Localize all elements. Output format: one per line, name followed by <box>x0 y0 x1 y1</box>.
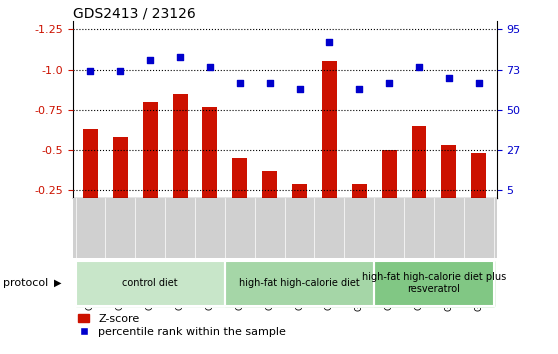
Bar <box>374 261 494 306</box>
Text: high-fat high-calorie diet: high-fat high-calorie diet <box>239 278 360 288</box>
Bar <box>83 129 98 230</box>
Bar <box>322 62 337 230</box>
Point <box>325 40 334 45</box>
Bar <box>411 126 426 230</box>
Bar <box>143 102 158 230</box>
Point <box>116 68 125 74</box>
Bar <box>262 171 277 230</box>
Bar <box>352 184 367 230</box>
Bar <box>232 158 247 230</box>
Bar <box>225 261 374 306</box>
Point <box>295 86 304 91</box>
Bar <box>374 261 494 306</box>
Text: protocol: protocol <box>3 278 48 288</box>
Text: ▶: ▶ <box>54 278 61 288</box>
Bar <box>225 261 374 306</box>
Point <box>355 86 364 91</box>
Bar <box>75 261 225 306</box>
Text: control diet: control diet <box>122 278 178 288</box>
Point <box>474 80 483 86</box>
Bar <box>172 94 187 230</box>
Point <box>415 64 424 70</box>
Bar <box>472 153 486 230</box>
Bar <box>75 261 225 306</box>
Text: GDS2413 / 23126: GDS2413 / 23126 <box>73 6 195 20</box>
Bar <box>203 107 218 230</box>
Bar <box>441 145 456 230</box>
Point <box>146 57 155 63</box>
Point <box>176 54 185 59</box>
Point <box>265 80 274 86</box>
Bar <box>292 184 307 230</box>
Bar <box>113 137 128 230</box>
Point <box>86 68 95 74</box>
Point <box>205 64 214 70</box>
Point <box>444 75 453 81</box>
Bar <box>382 150 397 230</box>
Text: high-fat high-calorie diet plus
resveratrol: high-fat high-calorie diet plus resverat… <box>362 272 506 294</box>
Point <box>384 80 393 86</box>
Point <box>235 80 244 86</box>
Legend: Z-score, percentile rank within the sample: Z-score, percentile rank within the samp… <box>78 314 286 337</box>
